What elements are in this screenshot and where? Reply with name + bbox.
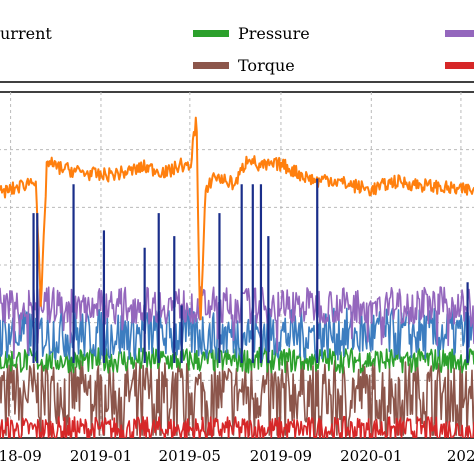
series-line [0, 346, 474, 374]
x-axis: 2018-09 2019-01 2019-05 2019-09 2020-01 … [0, 447, 474, 465]
legend-entry: Torque [193, 56, 295, 75]
series-line [0, 307, 474, 361]
x-tick-label: 2019-05 [159, 447, 221, 465]
series-line [0, 286, 474, 360]
series-line [0, 415, 474, 438]
x-tick-label: 2018-09 [0, 447, 42, 465]
legend-entry [445, 62, 474, 69]
x-tick-label: 202 [447, 447, 474, 465]
legend-label-current: urrent [0, 24, 52, 43]
legend-label-torque: Torque [238, 56, 295, 75]
legend-swatch-pressure [193, 30, 229, 37]
legend-entry: urrent [0, 24, 52, 43]
series-line [0, 116, 474, 321]
x-tick-label: 2020-01 [340, 447, 402, 465]
series-layer [0, 116, 474, 438]
legend-label-pressure: Pressure [238, 24, 310, 43]
legend-swatch-purple [445, 30, 474, 37]
legend-swatch-red [445, 62, 474, 69]
x-tick-label: 2019-01 [70, 447, 132, 465]
legend-swatch-torque [193, 62, 229, 69]
legend-entry: Pressure [193, 24, 310, 43]
x-tick-label: 2019-09 [250, 447, 312, 465]
legend-box [0, 0, 474, 83]
legend-entry [445, 30, 474, 37]
